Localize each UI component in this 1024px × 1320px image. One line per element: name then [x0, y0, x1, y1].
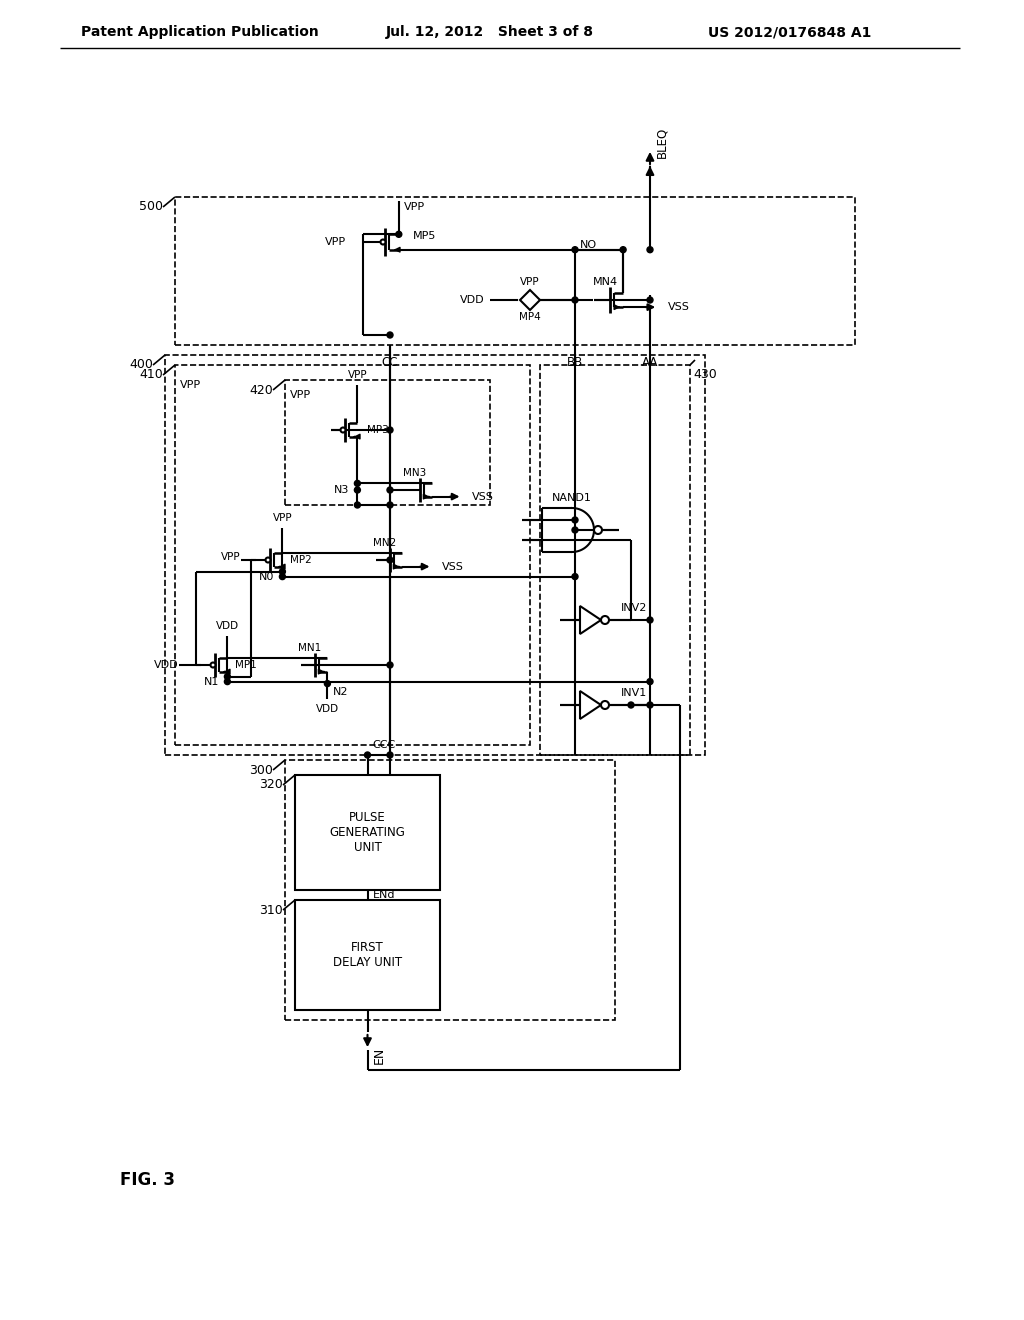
Text: VDD: VDD [461, 294, 485, 305]
Circle shape [387, 557, 393, 564]
Text: 430: 430 [693, 368, 717, 381]
Text: AA: AA [642, 356, 658, 370]
Circle shape [265, 557, 270, 562]
Text: CC: CC [382, 356, 398, 370]
Circle shape [647, 678, 653, 685]
Text: MP2: MP2 [291, 554, 312, 565]
Circle shape [396, 231, 401, 238]
Circle shape [354, 502, 360, 508]
Text: MP4: MP4 [519, 312, 541, 322]
Bar [175, 366, 530, 744]
Text: PULSE
GENERATING
UNIT: PULSE GENERATING UNIT [330, 810, 406, 854]
Bar [295, 775, 440, 890]
Bar [285, 380, 490, 506]
Text: MP3: MP3 [368, 425, 389, 436]
Text: EN: EN [373, 1047, 385, 1064]
Circle shape [572, 247, 578, 252]
Text: MP1: MP1 [236, 660, 257, 671]
Text: FIRST
DELAY UNIT: FIRST DELAY UNIT [333, 941, 402, 969]
Circle shape [325, 681, 331, 686]
Circle shape [387, 426, 393, 433]
Bar [175, 197, 855, 345]
Text: MN4: MN4 [593, 277, 617, 286]
Text: 420: 420 [249, 384, 273, 396]
Circle shape [365, 752, 371, 758]
Circle shape [341, 428, 345, 433]
Text: N2: N2 [333, 686, 348, 697]
Text: VDD: VDD [216, 622, 239, 631]
Text: VPP: VPP [325, 238, 346, 247]
Text: NO: NO [580, 240, 597, 249]
Circle shape [354, 480, 360, 486]
Polygon shape [580, 606, 601, 634]
Circle shape [601, 701, 609, 709]
Circle shape [387, 502, 393, 508]
Circle shape [601, 616, 609, 624]
Text: VPP: VPP [221, 552, 241, 562]
Text: VPP: VPP [180, 380, 201, 389]
Text: MN2: MN2 [374, 539, 396, 548]
Text: MP5: MP5 [413, 231, 436, 242]
Text: 310: 310 [259, 903, 283, 916]
Text: CCC: CCC [373, 741, 395, 750]
Circle shape [594, 525, 602, 535]
Text: US 2012/0176848 A1: US 2012/0176848 A1 [709, 25, 871, 40]
Text: 400: 400 [129, 359, 153, 371]
Text: Jul. 12, 2012   Sheet 3 of 8: Jul. 12, 2012 Sheet 3 of 8 [386, 25, 594, 40]
Text: 500: 500 [139, 201, 163, 214]
Circle shape [647, 247, 653, 252]
Circle shape [381, 239, 385, 244]
Circle shape [647, 616, 653, 623]
Circle shape [211, 663, 215, 668]
Text: VPP: VPP [290, 389, 311, 400]
Circle shape [572, 574, 578, 579]
Circle shape [224, 673, 230, 680]
Circle shape [224, 678, 230, 685]
Text: FIG. 3: FIG. 3 [121, 1171, 175, 1189]
Text: 300: 300 [249, 763, 273, 776]
Text: N3: N3 [334, 484, 349, 495]
Circle shape [572, 527, 578, 533]
Circle shape [572, 517, 578, 523]
Bar [165, 355, 705, 755]
Text: VDD: VDD [154, 660, 178, 671]
Circle shape [387, 752, 393, 758]
Text: VPP: VPP [520, 277, 540, 286]
Bar [285, 760, 615, 1020]
Text: VSS: VSS [472, 491, 495, 502]
Text: BB: BB [567, 356, 583, 370]
Circle shape [280, 569, 286, 574]
Circle shape [354, 487, 360, 492]
Text: VDD: VDD [315, 704, 339, 714]
Text: 320: 320 [259, 779, 283, 792]
Text: VSS: VSS [668, 302, 690, 312]
Circle shape [647, 297, 653, 304]
Circle shape [387, 663, 393, 668]
Circle shape [647, 702, 653, 708]
Circle shape [387, 333, 393, 338]
Text: N0: N0 [259, 572, 274, 582]
Text: VSS: VSS [442, 561, 464, 572]
Text: MN1: MN1 [298, 643, 322, 653]
Text: Patent Application Publication: Patent Application Publication [81, 25, 318, 40]
Text: VPP: VPP [347, 370, 368, 380]
Text: INV2: INV2 [621, 603, 647, 612]
Text: VPP: VPP [272, 513, 292, 524]
Circle shape [621, 247, 626, 252]
Text: NAND1: NAND1 [552, 492, 592, 503]
Text: INV1: INV1 [621, 688, 647, 698]
Text: 410: 410 [139, 368, 163, 381]
Circle shape [280, 574, 286, 579]
Text: ENd: ENd [373, 890, 395, 900]
Text: N1: N1 [204, 677, 219, 686]
Text: BLEQ: BLEQ [655, 127, 668, 157]
Polygon shape [580, 690, 601, 719]
Circle shape [628, 702, 634, 708]
Text: MN3: MN3 [403, 469, 427, 478]
Text: VPP: VPP [403, 202, 425, 213]
Circle shape [572, 297, 578, 304]
Bar [295, 900, 440, 1010]
Circle shape [387, 487, 393, 492]
Bar [540, 366, 690, 755]
